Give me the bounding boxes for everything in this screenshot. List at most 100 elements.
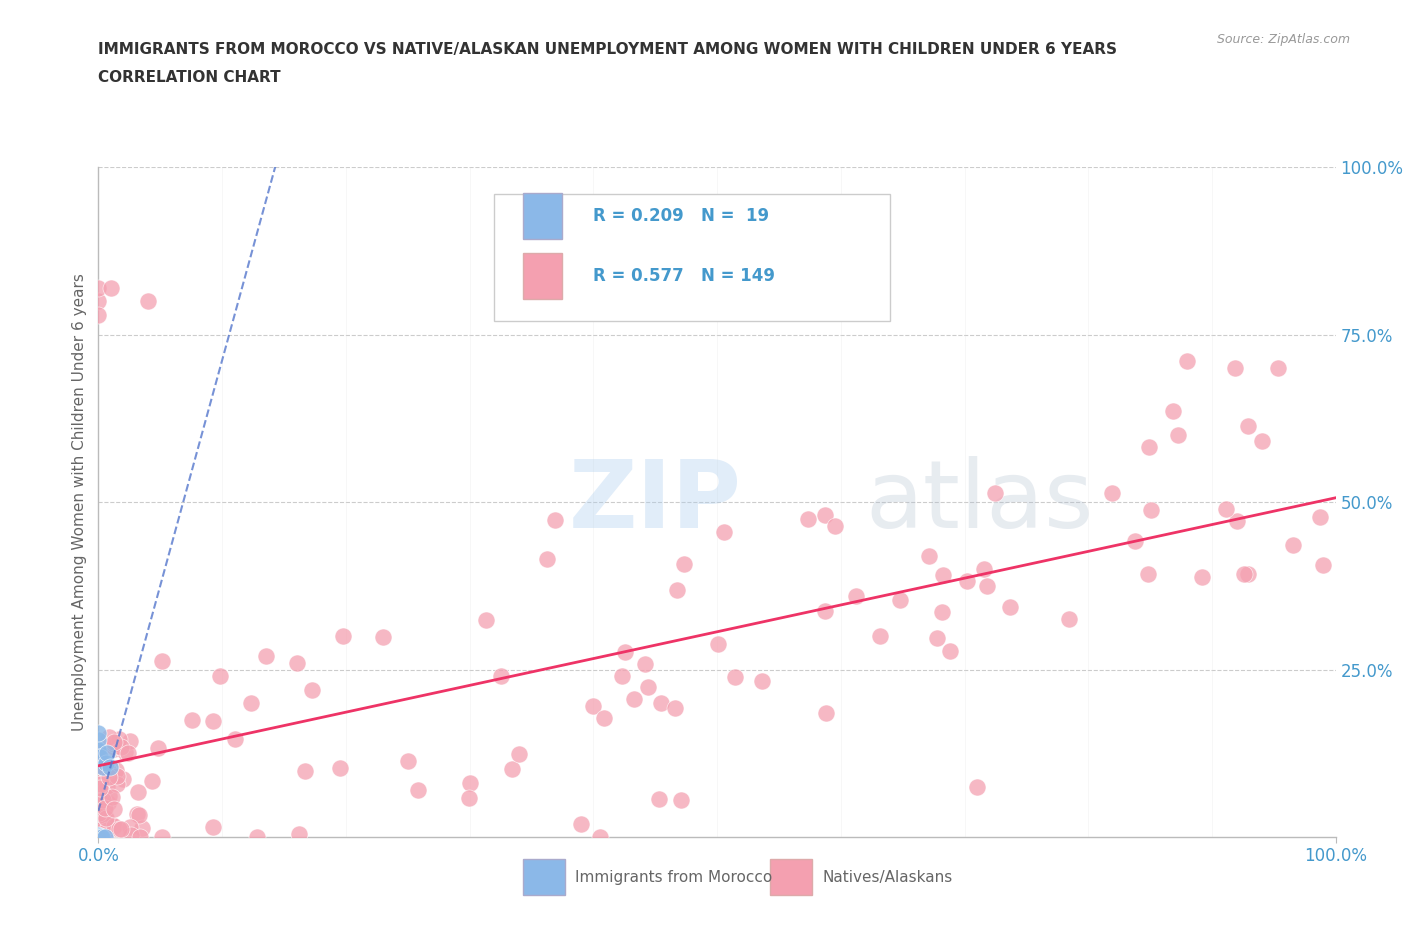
- Text: R = 0.577   N = 149: R = 0.577 N = 149: [593, 267, 775, 286]
- Point: [89, 787, 111, 802]
- Point: [90, 777, 112, 791]
- Point: [96, 770, 118, 785]
- Point: [814, 508, 837, 523]
- Point: [94, 811, 117, 826]
- Point: [89, 780, 111, 795]
- Point: [96, 746, 118, 761]
- Point: [104, 763, 127, 777]
- Point: [98, 789, 121, 804]
- Point: [94, 758, 117, 773]
- Point: [713, 525, 735, 539]
- Point: [1137, 440, 1160, 455]
- Point: [150, 830, 173, 844]
- Point: [637, 679, 659, 694]
- Point: [589, 830, 612, 844]
- Point: [491, 669, 513, 684]
- Text: Natives/Alaskans: Natives/Alaskans: [823, 870, 952, 884]
- Point: [101, 821, 124, 836]
- Point: [136, 294, 159, 309]
- Point: [87, 830, 110, 844]
- Point: [1232, 566, 1254, 581]
- Point: [665, 583, 688, 598]
- Point: [89, 744, 111, 759]
- Point: [131, 820, 153, 835]
- Point: [90, 830, 112, 844]
- Point: [103, 740, 125, 755]
- Point: [117, 745, 139, 760]
- Text: atlas: atlas: [866, 457, 1094, 548]
- FancyBboxPatch shape: [523, 193, 562, 239]
- Point: [1215, 501, 1237, 516]
- Point: [87, 830, 110, 844]
- Point: [90, 758, 112, 773]
- Point: [129, 830, 152, 844]
- Point: [508, 747, 530, 762]
- Point: [89, 808, 111, 823]
- Text: ZIP: ZIP: [568, 457, 741, 548]
- Point: [89, 750, 111, 764]
- FancyBboxPatch shape: [495, 194, 890, 322]
- Point: [613, 644, 636, 659]
- Point: [90, 795, 112, 810]
- Point: [87, 281, 110, 296]
- Point: [932, 567, 955, 582]
- Point: [97, 763, 120, 777]
- Point: [1057, 612, 1080, 627]
- FancyBboxPatch shape: [770, 859, 813, 896]
- Point: [101, 817, 124, 832]
- Point: [1136, 566, 1159, 581]
- Point: [751, 673, 773, 688]
- Point: [824, 519, 846, 534]
- Point: [371, 630, 394, 644]
- Point: [925, 631, 948, 645]
- Point: [128, 808, 150, 823]
- Point: [650, 695, 672, 710]
- Point: [105, 777, 128, 791]
- Point: [141, 774, 163, 789]
- Point: [1236, 566, 1258, 581]
- Point: [460, 776, 482, 790]
- Point: [107, 822, 129, 837]
- Point: [110, 822, 132, 837]
- Point: [1251, 433, 1274, 448]
- Point: [976, 578, 998, 593]
- Point: [98, 764, 121, 778]
- Point: [1312, 558, 1334, 573]
- Point: [91, 807, 114, 822]
- Point: [1267, 361, 1289, 376]
- Point: [246, 830, 269, 844]
- Point: [87, 829, 110, 844]
- Point: [120, 828, 142, 843]
- Point: [457, 790, 479, 805]
- Point: [396, 754, 419, 769]
- Point: [1123, 534, 1146, 549]
- Point: [209, 668, 232, 683]
- Point: [100, 281, 122, 296]
- Text: CORRELATION CHART: CORRELATION CHART: [98, 70, 281, 85]
- Point: [1226, 513, 1249, 528]
- Point: [869, 629, 891, 644]
- Point: [103, 802, 125, 817]
- Point: [100, 820, 122, 835]
- Point: [634, 657, 657, 671]
- Point: [288, 827, 311, 842]
- Point: [89, 829, 111, 844]
- Point: [224, 732, 246, 747]
- Point: [939, 644, 962, 658]
- Point: [87, 725, 110, 740]
- Point: [1175, 353, 1198, 368]
- Point: [474, 613, 496, 628]
- Point: [1309, 510, 1331, 525]
- Point: [332, 629, 354, 644]
- Point: [623, 692, 645, 707]
- Point: [544, 513, 567, 528]
- Point: [91, 830, 114, 844]
- Point: [105, 769, 128, 784]
- Point: [87, 294, 110, 309]
- Point: [181, 713, 204, 728]
- Point: [96, 778, 118, 793]
- Point: [98, 770, 121, 785]
- Point: [103, 737, 125, 751]
- Point: [118, 819, 141, 834]
- Point: [93, 765, 115, 780]
